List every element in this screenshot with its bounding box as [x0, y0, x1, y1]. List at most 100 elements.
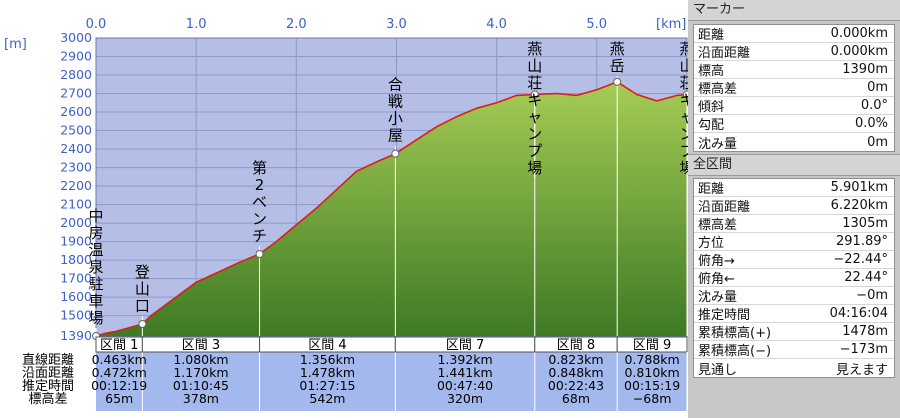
section-label: 区間 8 — [557, 338, 595, 353]
y-tick-label: 2000 — [60, 215, 92, 230]
x-tick-label: 1.0 — [186, 17, 207, 32]
x-tick-label: 0.0 — [86, 17, 107, 32]
stat-value: −0m — [856, 288, 888, 303]
y-tick-label: 1600 — [60, 289, 92, 304]
stat-label: 沿面距離 — [698, 200, 751, 215]
stat-label: 俯角→ — [698, 254, 735, 269]
y-tick-label: 3000 — [60, 30, 92, 45]
section-value-surface: 0.848km — [548, 365, 603, 380]
section-value-diff: 378m — [183, 391, 219, 406]
y-tick-label: 1900 — [60, 234, 92, 249]
section-header-cell[interactable] — [616, 336, 688, 353]
stat-value: 0.0% — [854, 116, 888, 131]
stat-row: 累積標高(+) 1478m — [694, 323, 894, 341]
stat-row: 沈み量 0m — [694, 133, 894, 152]
y-tick-label: 1800 — [60, 252, 92, 267]
stat-label: 推定時間 — [698, 308, 751, 323]
stat-label: 沈み量 — [698, 136, 738, 152]
waypoint-marker[interactable] — [391, 149, 400, 158]
stat-label: 累積標高(−) — [698, 344, 772, 359]
y-tick-label: 2400 — [60, 141, 92, 156]
stat-row: 方位 291.89° — [694, 233, 894, 251]
stat-label: 方位 — [698, 236, 725, 251]
section-value-dist: 1.080km — [173, 352, 228, 367]
stat-label: 見通し — [698, 362, 738, 378]
x-tick-label: 5.0 — [586, 17, 607, 32]
waypoint-label: 燕岳 — [610, 40, 625, 75]
stat-value: 6.220km — [830, 198, 888, 213]
stat-row: 距離 0.000km — [694, 25, 894, 43]
section-value-time: 00:47:40 — [437, 378, 493, 393]
section-value-time: 00:12:19 — [91, 378, 147, 393]
y-tick-label: 2800 — [60, 67, 92, 82]
section-value-dist: 1.392km — [437, 352, 492, 367]
waypoint-label: 合戦小屋 — [388, 76, 403, 145]
section-value-diff: 320m — [447, 391, 483, 406]
section-label: 区間 9 — [633, 338, 671, 353]
stat-label: 標高 — [698, 64, 725, 79]
section-label: 区間 4 — [308, 338, 346, 353]
x-tick-label: 4.0 — [486, 17, 507, 32]
section-value-time: 00:22:43 — [548, 378, 604, 393]
stat-value: 291.89° — [836, 234, 888, 249]
y-tick-label: 2100 — [60, 197, 92, 212]
stat-row: 俯角→ −22.44° — [694, 251, 894, 269]
total-stats-table: 距離 5.901km 沿面距離 6.220km 標高差 1305m 方位 291.89° 俯角→… — [693, 178, 895, 378]
elevation-profile-chart: 中房温泉駐車場 登山口 第 2 ベンチ 合戦小屋 燕山荘キャンプ場 燕岳 燕山荘キャンプ場 13… — [4, 17, 688, 411]
x-axis-unit-label: [km] — [656, 17, 686, 32]
waypoint-label: 第 2 ベンチ — [252, 159, 267, 245]
section-label: 区間 7 — [446, 338, 484, 353]
stat-value: 0m — [867, 134, 888, 150]
section-value-time: 01:27:15 — [299, 378, 355, 393]
y-tick-label: 2300 — [60, 160, 92, 175]
info-panel: マーカー 距離 0.000km 沿面距離 0.000km 標高 1390m 標高差 0m 傾斜 0… — [688, 0, 900, 418]
stat-label: 俯角← — [698, 272, 735, 287]
elevation-area[interactable] — [96, 81, 687, 337]
waypoint-label: 燕山荘キャンプ場 — [679, 40, 688, 177]
stat-row: 傾斜 0.0° — [694, 97, 894, 115]
stat-value: −22.44° — [833, 252, 888, 267]
stat-value: −173m — [839, 342, 888, 357]
section-value-diff: 542m — [309, 391, 345, 406]
y-tick-label: 2500 — [60, 123, 92, 138]
stat-label: 傾斜 — [698, 100, 725, 115]
y-tick-label: 1500 — [60, 308, 92, 323]
stat-value: 5.901km — [830, 180, 888, 195]
stat-label: 沿面距離 — [698, 46, 751, 61]
stat-value: 1390m — [842, 62, 888, 77]
stat-row: 沿面距離 6.220km — [694, 197, 894, 215]
section-row-label: 標高差 — [28, 391, 67, 407]
waypoint-marker[interactable] — [138, 319, 147, 328]
stat-row: 勾配 0.0% — [694, 115, 894, 133]
waypoint-marker[interactable] — [530, 90, 539, 99]
x-tick-label: 2.0 — [286, 17, 307, 32]
section-value-diff: −68m — [633, 391, 672, 406]
y-tick-label: 2600 — [60, 104, 92, 119]
stat-row: 見通し 見えます — [694, 359, 894, 378]
y-tick-label: 2900 — [60, 49, 92, 64]
stat-value: 1305m — [842, 216, 888, 231]
stat-row: 標高差 0m — [694, 79, 894, 97]
section-value-surface: 1.170km — [173, 365, 228, 380]
waypoint-marker[interactable] — [255, 250, 264, 259]
stat-row: 沿面距離 0.000km — [694, 43, 894, 61]
stat-value: 0.000km — [830, 26, 888, 41]
elevation-line — [95, 81, 688, 337]
section-value-dist: 0.463km — [92, 352, 147, 367]
total-panel-title: 全区間 — [688, 154, 900, 176]
y-tick-label: 1700 — [60, 271, 92, 286]
section-row-label: 直線距離 — [22, 352, 74, 368]
waypoint-markers: 中房温泉駐車場 登山口 第 2 ベンチ 合戦小屋 燕山荘キャンプ場 燕岳 燕山荘キャンプ場 — [88, 40, 688, 340]
y-tick-label: 2700 — [60, 86, 92, 101]
waypoint-marker[interactable] — [613, 77, 622, 86]
section-row-label: 推定時間 — [22, 379, 74, 394]
waypoint-marker[interactable] — [683, 90, 689, 99]
stat-label: 勾配 — [698, 118, 725, 133]
stat-row: 沈み量 −0m — [694, 287, 894, 305]
stat-value: 22.44° — [844, 270, 888, 285]
section-value-dist: 1.356km — [300, 352, 355, 367]
x-axis: 0.0 1.0 2.0 3.0 4.0 5.0 — [86, 17, 607, 32]
section-label: 区間 3 — [182, 338, 220, 353]
stat-row: 推定時間 04:16:04 — [694, 305, 894, 323]
